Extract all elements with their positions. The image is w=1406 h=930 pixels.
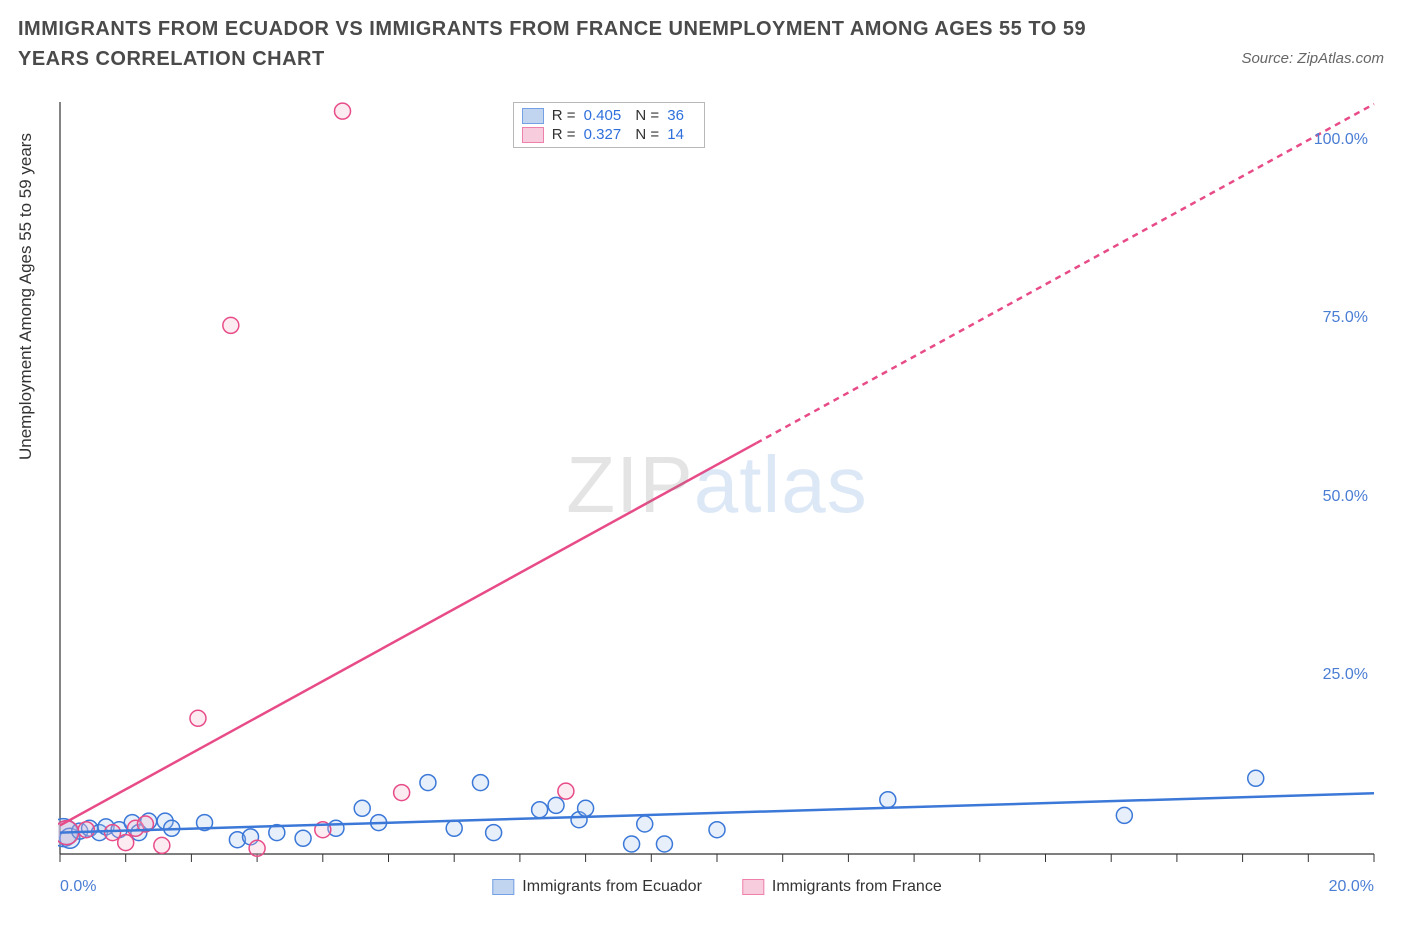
data-point <box>709 822 725 838</box>
data-point <box>624 836 640 852</box>
data-point <box>656 836 672 852</box>
data-point <box>335 103 351 119</box>
data-point <box>532 802 548 818</box>
source-credit: Source: ZipAtlas.com <box>1241 50 1384 67</box>
data-point <box>637 816 653 832</box>
data-point <box>548 797 564 813</box>
data-point <box>394 785 410 801</box>
x-tick-label: 0.0% <box>60 878 96 896</box>
legend-item: Immigrants from France <box>742 878 942 896</box>
data-point <box>486 825 502 841</box>
data-point <box>446 820 462 836</box>
correlation-legend: R = 0.405 N = 36 R = 0.327 N = 14 <box>513 102 705 148</box>
data-point <box>78 822 94 838</box>
data-point <box>249 840 265 856</box>
data-point <box>190 710 206 726</box>
y-axis-label: Unemployment Among Ages 55 to 59 years <box>16 133 36 460</box>
legend-label: Immigrants from France <box>772 878 942 896</box>
legend-item: Immigrants from Ecuador <box>492 878 702 896</box>
data-point <box>154 837 170 853</box>
plot-area: ZIPatlas R = 0.405 N = 36R = 0.327 N = 1… <box>58 100 1376 870</box>
data-point <box>1116 807 1132 823</box>
x-tick-label: 20.0% <box>1329 878 1374 896</box>
legend-swatch <box>522 127 544 143</box>
data-point <box>578 800 594 816</box>
series-legend: Immigrants from Ecuador Immigrants from F… <box>492 878 941 896</box>
legend-swatch <box>522 108 544 124</box>
data-point <box>558 783 574 799</box>
legend-row: R = 0.405 N = 36 <box>522 107 694 124</box>
y-tick-label: 75.0% <box>1323 309 1368 327</box>
data-point <box>295 830 311 846</box>
legend-swatch <box>492 879 514 895</box>
scatter-chart <box>58 100 1376 870</box>
data-point <box>880 792 896 808</box>
legend-swatch <box>742 879 764 895</box>
data-point <box>118 835 134 851</box>
data-point <box>223 317 239 333</box>
data-point <box>472 775 488 791</box>
legend-label: Immigrants from Ecuador <box>522 878 702 896</box>
y-tick-label: 50.0% <box>1323 488 1368 506</box>
y-tick-label: 25.0% <box>1323 666 1368 684</box>
data-point <box>1248 770 1264 786</box>
data-point <box>354 800 370 816</box>
chart-title: IMMIGRANTS FROM ECUADOR VS IMMIGRANTS FR… <box>18 14 1118 74</box>
y-tick-label: 100.0% <box>1314 131 1368 149</box>
legend-row: R = 0.327 N = 14 <box>522 126 694 143</box>
data-point <box>420 775 436 791</box>
